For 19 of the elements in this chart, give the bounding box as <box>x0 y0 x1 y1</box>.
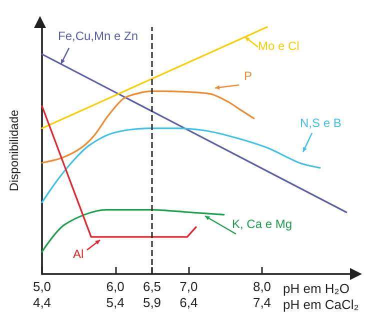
x2-tick-label: 4,4 <box>32 295 52 310</box>
text: N,S e B <box>300 116 342 130</box>
x-tick-label: 6,0 <box>106 279 124 294</box>
x-tick-label: 5,0 <box>32 279 52 294</box>
x2-tick-label: 5,4 <box>106 295 124 310</box>
x-tick-label: 8,0 <box>252 279 272 294</box>
x2-axis-title: pH em CaCl₂ <box>283 297 359 312</box>
x2-tick-label: 6,4 <box>180 295 198 310</box>
y-axis-title: Disponibilidade <box>7 109 21 192</box>
series-label: Al <box>73 247 84 261</box>
x2-tick-label: 5,9 <box>142 295 162 310</box>
x-tick-label: 6,5 <box>142 279 162 294</box>
series-label: Fe,Cu,Mn e Zn <box>58 29 138 43</box>
x-tick-label: 7,0 <box>180 279 198 294</box>
text: P <box>244 69 252 83</box>
x2-tick-label: 7,4 <box>252 295 272 310</box>
legend-label: Mo e Cl <box>258 39 300 53</box>
legend-label: K, Ca e Mg <box>232 217 292 231</box>
x-axis-title: pH em H₂O <box>283 281 350 296</box>
